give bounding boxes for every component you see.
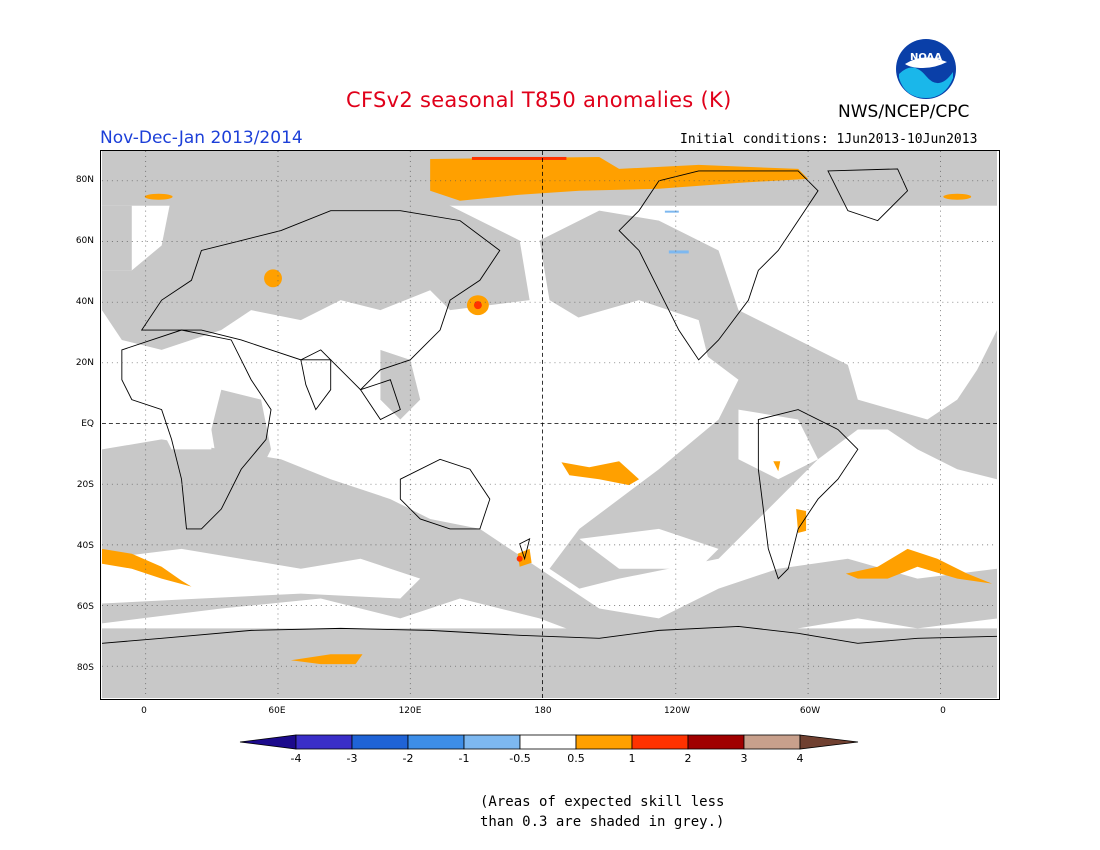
colorbar-label: -1: [458, 752, 470, 765]
lon-label: 120W: [663, 706, 691, 716]
colorbar-swatch: [687, 734, 745, 750]
colorbar-label: 4: [796, 752, 804, 765]
colorbar-label: -4: [290, 752, 302, 765]
graticule: [101, 151, 998, 698]
lat-label: 20N: [75, 358, 94, 368]
equator-and-dateline: [101, 151, 998, 698]
lat-label: 60S: [76, 602, 94, 612]
lat-label: 80S: [76, 663, 94, 673]
colorbar-swatch: [799, 734, 859, 750]
lon-label: 0: [141, 706, 147, 716]
colorbar-label: 2: [684, 752, 692, 765]
skill-note-line1: (Areas of expected skill less: [480, 794, 725, 810]
lon-label: 120E: [398, 706, 422, 716]
noaa-logo-text: NOAA: [910, 52, 942, 63]
colorbar-swatch: [463, 734, 521, 750]
colorbar-label: -2: [402, 752, 414, 765]
colorbar-label: 3: [740, 752, 748, 765]
skill-note-line2: than 0.3 are shaded in grey.): [480, 814, 725, 830]
colorbar-label: -0.5: [509, 752, 531, 765]
season-label: Nov-Dec-Jan 2013/2014: [100, 128, 303, 148]
skill-note: (Areas of expected skill less than 0.3 a…: [480, 792, 724, 832]
colorbar-swatch: [239, 734, 297, 750]
lon-label: 180: [534, 706, 552, 716]
colorbar-label: -3: [346, 752, 358, 765]
lon-label: 60W: [799, 706, 821, 716]
low-skill-mask: [101, 151, 998, 698]
colorbar-swatch: [519, 734, 577, 750]
anomaly-map: [100, 150, 1000, 700]
lon-label: 60E: [268, 706, 286, 716]
noaa-logo: NOAA: [896, 39, 956, 99]
anomaly-1-to-2: [471, 156, 567, 562]
colorbar-swatch: [743, 734, 801, 750]
colorbar-swatch: [351, 734, 409, 750]
agency-label: NWS/NCEP/CPC: [838, 102, 970, 122]
anomaly-negative: [664, 210, 689, 254]
lat-label: 20S: [76, 480, 94, 490]
map-title: CFSv2 seasonal T850 anomalies (K): [346, 88, 732, 112]
lat-label: 80N: [75, 175, 94, 185]
lon-label: 0: [940, 706, 946, 716]
colorbar-swatch: [631, 734, 689, 750]
colorbar-label: 0.5: [567, 752, 585, 765]
lat-label: 40N: [75, 297, 94, 307]
colorbar-swatch: [407, 734, 465, 750]
colorbar-label: 1: [628, 752, 636, 765]
lat-label: 60N: [75, 236, 94, 246]
colorbar: [239, 734, 859, 750]
lat-label: 40S: [76, 541, 94, 551]
colorbar-swatch: [295, 734, 353, 750]
initial-conditions-label: Initial conditions: 1Jun2013-10Jun2013: [680, 132, 978, 147]
lat-label: EQ: [81, 419, 94, 429]
colorbar-swatch: [575, 734, 633, 750]
